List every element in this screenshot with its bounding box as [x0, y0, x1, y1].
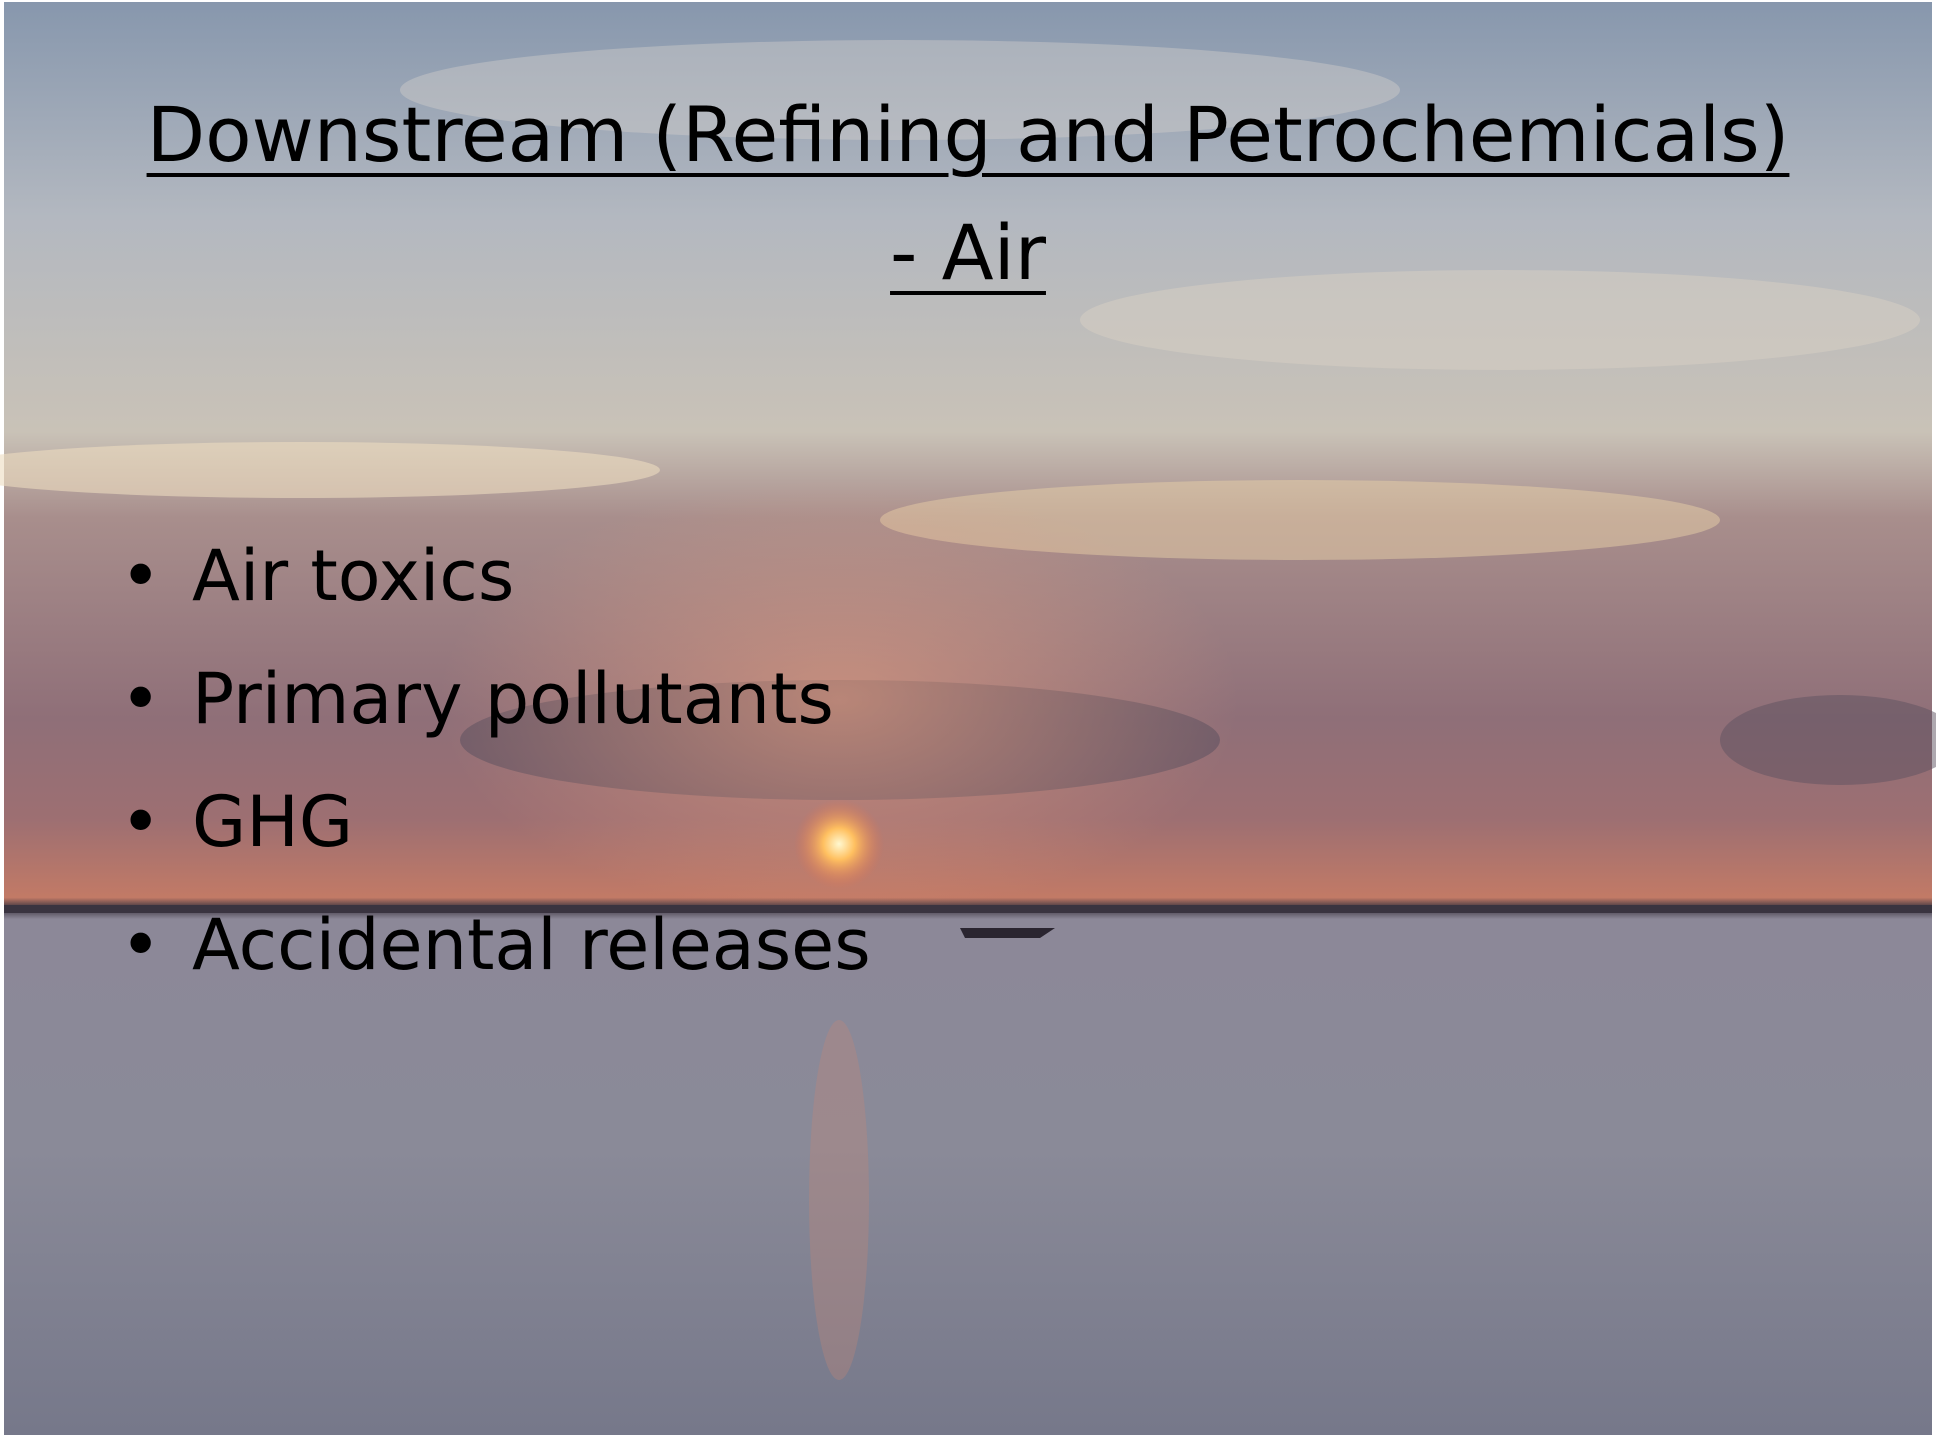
slide-title: - Air	[0, 208, 1936, 297]
bullet-text: Air toxics	[192, 535, 514, 617]
bullet-dot: •	[120, 658, 192, 740]
bullet-text: GHG	[192, 781, 353, 863]
bullet-dot: •	[120, 781, 192, 863]
bullet-item: •Primary pollutants	[120, 658, 834, 740]
bullet-text: Primary pollutants	[192, 658, 834, 740]
bullet-dot: •	[120, 904, 192, 986]
bullet-item: •GHG	[120, 781, 353, 863]
bullet-text: Accidental releases	[192, 904, 871, 986]
bullet-dot: •	[120, 535, 192, 617]
slide: Downstream (Refining and Petrochemicals)…	[0, 0, 1936, 1437]
bullet-item: •Accidental releases	[120, 904, 871, 986]
bullet-item: •Air toxics	[120, 535, 514, 617]
slide-title: Downstream (Refining and Petrochemicals)	[0, 90, 1936, 179]
